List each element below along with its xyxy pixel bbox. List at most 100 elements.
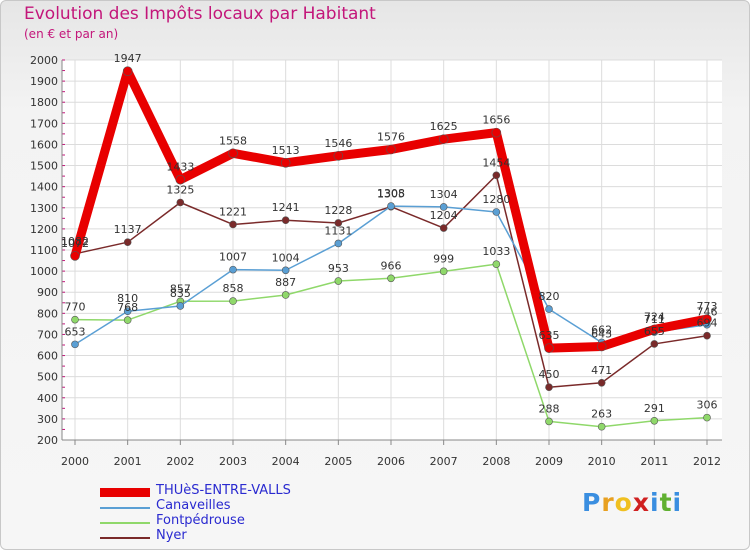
data-label: 1137 [114, 223, 142, 236]
y-tick-label: 1800 [30, 96, 58, 109]
data-label: 966 [381, 259, 402, 272]
x-tick-label: 2010 [588, 455, 616, 468]
data-label: 724 [644, 310, 665, 323]
data-label: 1204 [430, 209, 458, 222]
y-tick-label: 1500 [30, 160, 58, 173]
data-labels: 1072 1947 1433 1558 1513 1546 1576 1625 1656 635 6… [61, 52, 718, 421]
data-label: 1228 [324, 204, 352, 217]
data-point [176, 302, 185, 310]
y-tick-label: 1600 [30, 138, 58, 151]
y-tick-label: 1200 [30, 223, 58, 236]
data-point [386, 144, 396, 155]
data-point [175, 174, 186, 185]
x-tick-label: 2011 [640, 455, 668, 468]
data-point [702, 314, 712, 324]
data-label: 291 [644, 402, 665, 415]
data-label: 1221 [219, 205, 247, 218]
data-label: 1454 [482, 156, 510, 169]
y-tick-label: 1300 [30, 202, 58, 215]
data-point [650, 340, 659, 348]
grid [62, 59, 722, 441]
data-label: 1072 [61, 237, 89, 250]
data-label: 820 [539, 290, 560, 303]
data-point [333, 151, 344, 161]
x-tick-label: 2012 [693, 455, 721, 468]
legend-label: Nyer [156, 528, 187, 543]
data-label: 263 [591, 408, 612, 421]
logo-letter: o [614, 488, 633, 517]
data-point [438, 134, 449, 144]
y-tick-label: 900 [37, 286, 58, 299]
data-point [229, 297, 237, 305]
logo-letter: P [582, 488, 602, 517]
data-point [281, 266, 290, 275]
data-label: 1308 [377, 187, 405, 200]
data-point [544, 343, 554, 353]
data-label: 1305 [377, 188, 405, 201]
data-point [597, 378, 606, 387]
data-point [334, 239, 343, 248]
data-label: 1325 [166, 184, 194, 197]
y-tick-label: 1400 [30, 181, 58, 194]
data-label: 655 [644, 325, 665, 338]
data-label: 635 [539, 329, 560, 342]
x-tick-label: 2006 [377, 455, 405, 468]
data-label: 662 [591, 323, 612, 336]
data-label: 1656 [482, 114, 510, 127]
data-point [545, 417, 553, 426]
data-point [228, 148, 238, 159]
data-point [334, 219, 343, 227]
x-tick-label: 2002 [166, 455, 194, 468]
y-tick-label: 400 [37, 392, 58, 405]
legend-label: Canaveilles [156, 498, 231, 513]
data-point [123, 307, 132, 316]
data-point [176, 198, 185, 207]
data-point [281, 291, 290, 299]
data-label: 1004 [272, 251, 300, 264]
data-point [229, 265, 237, 274]
data-point [439, 267, 448, 276]
y-tick-label: 600 [37, 350, 58, 363]
data-point [649, 324, 660, 335]
y-tick-label: 1700 [30, 117, 58, 130]
y-tick-label: 1100 [30, 244, 58, 257]
legend-swatch [100, 507, 150, 509]
data-label: 835 [170, 287, 191, 300]
data-point [122, 66, 133, 76]
data-point [334, 277, 343, 285]
data-label: 1625 [430, 120, 458, 133]
legend-label: THUèS-ENTRE-VALLS [156, 483, 291, 498]
data-point [650, 416, 659, 425]
data-label: 1304 [430, 188, 458, 201]
y-tick-label: 700 [37, 328, 58, 341]
data-label: 1280 [482, 193, 510, 206]
data-point [123, 316, 132, 324]
data-label: 1433 [166, 161, 194, 174]
data-point [596, 341, 607, 352]
data-label: 1082 [61, 235, 89, 248]
x-tick-label: 2008 [482, 455, 510, 468]
data-point [703, 413, 711, 422]
data-label: 746 [697, 306, 718, 319]
data-label: 953 [328, 262, 349, 275]
data-point [229, 220, 237, 229]
data-label: 999 [433, 252, 454, 265]
data-label: 1558 [219, 134, 247, 147]
data-label: 858 [223, 282, 244, 295]
data-point [71, 340, 79, 349]
data-label: 288 [539, 402, 560, 415]
data-point [439, 224, 448, 232]
y-tick-label: 500 [37, 371, 58, 384]
x-tick-label: 2000 [61, 455, 89, 468]
data-label: 1033 [482, 245, 510, 258]
data-point [71, 315, 79, 324]
data-label: 306 [697, 399, 718, 412]
data-point [703, 331, 711, 340]
data-label: 450 [539, 368, 560, 381]
series-lines [70, 66, 712, 431]
y-tick-label: 800 [37, 307, 58, 320]
data-point [123, 238, 132, 246]
x-tick-label: 2001 [114, 455, 142, 468]
chart-subtitle: (en € et par an) [24, 27, 119, 41]
